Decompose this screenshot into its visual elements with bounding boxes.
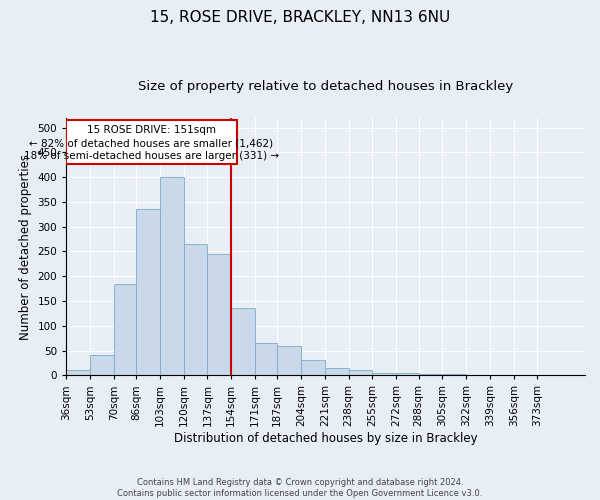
Text: 18% of semi-detached houses are larger (331) →: 18% of semi-detached houses are larger (…	[24, 151, 279, 161]
Bar	[208, 254, 231, 376]
Bar	[396, 373, 419, 376]
Bar	[301, 360, 325, 376]
Bar	[160, 177, 184, 376]
Bar	[231, 308, 255, 376]
Text: Contains HM Land Registry data © Crown copyright and database right 2024.
Contai: Contains HM Land Registry data © Crown c…	[118, 478, 482, 498]
Bar	[277, 346, 301, 376]
Title: Size of property relative to detached houses in Brackley: Size of property relative to detached ho…	[138, 80, 513, 93]
Bar	[419, 374, 442, 376]
Bar	[184, 244, 208, 376]
Bar	[373, 373, 396, 376]
Text: ← 82% of detached houses are smaller (1,462): ← 82% of detached houses are smaller (1,…	[29, 138, 274, 148]
Bar	[66, 120, 237, 164]
X-axis label: Distribution of detached houses by size in Brackley: Distribution of detached houses by size …	[174, 432, 478, 445]
Bar	[90, 356, 113, 376]
Bar	[136, 210, 160, 376]
Bar	[442, 374, 466, 376]
Text: 15 ROSE DRIVE: 151sqm: 15 ROSE DRIVE: 151sqm	[87, 125, 216, 135]
Bar	[255, 343, 277, 376]
Bar	[113, 284, 136, 376]
Bar	[66, 370, 90, 376]
Bar	[349, 370, 373, 376]
Y-axis label: Number of detached properties: Number of detached properties	[19, 154, 32, 340]
Text: 15, ROSE DRIVE, BRACKLEY, NN13 6NU: 15, ROSE DRIVE, BRACKLEY, NN13 6NU	[150, 10, 450, 25]
Bar	[325, 368, 349, 376]
